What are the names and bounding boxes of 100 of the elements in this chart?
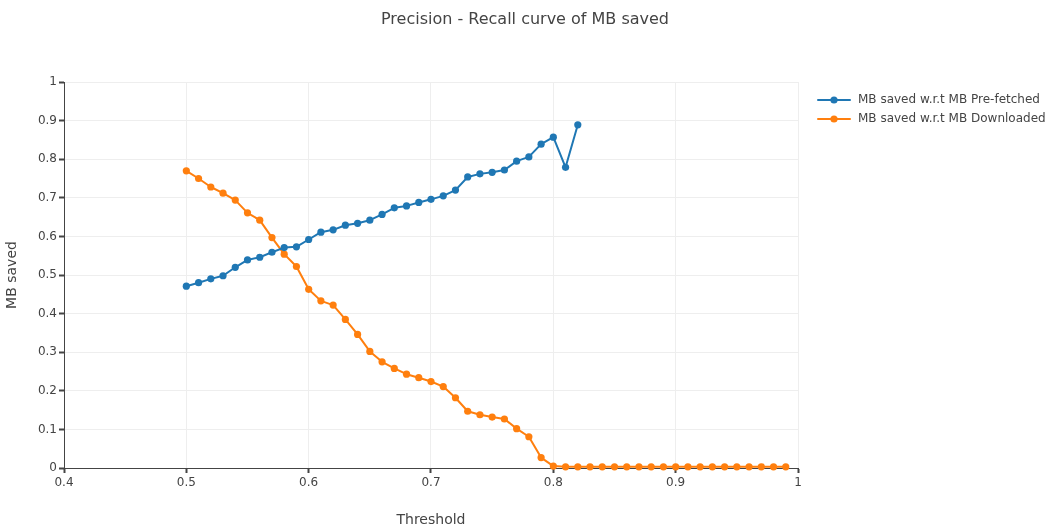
point — [305, 235, 313, 244]
point — [390, 204, 398, 212]
y-tick-label: 0.6 — [37, 228, 57, 243]
point — [684, 463, 692, 471]
point — [280, 243, 288, 252]
point — [219, 189, 227, 197]
y-axis-title: MB saved — [3, 241, 20, 309]
point — [317, 297, 325, 305]
y-tick-label: 1 — [49, 74, 57, 89]
point — [268, 248, 276, 256]
point — [329, 301, 337, 309]
point — [427, 377, 435, 386]
chart-title: Precision - Recall curve of MB saved — [380, 9, 670, 29]
point — [415, 374, 423, 382]
point — [488, 413, 496, 421]
point — [488, 168, 496, 176]
point — [194, 279, 203, 287]
point — [451, 186, 460, 194]
point — [231, 263, 239, 271]
point — [476, 170, 484, 178]
point — [598, 463, 606, 471]
point — [513, 425, 521, 433]
point — [561, 463, 570, 471]
point — [243, 256, 252, 264]
point — [574, 121, 582, 129]
x-tick-label: 0.7 — [421, 475, 441, 490]
legend-label: MB saved w.r.t MB Downloaded — [858, 111, 1046, 126]
point — [415, 198, 423, 207]
point — [659, 463, 668, 471]
x-axis-title: Threshold — [395, 511, 466, 528]
point — [782, 463, 790, 471]
point — [354, 330, 362, 339]
point — [182, 282, 190, 290]
point — [402, 370, 411, 378]
point — [537, 140, 545, 148]
x-tick-label: 0.8 — [543, 475, 563, 490]
point — [623, 463, 631, 471]
point — [464, 407, 472, 415]
point — [268, 233, 276, 242]
x-tick-label: 0.6 — [299, 475, 319, 490]
point — [500, 166, 508, 174]
point — [243, 209, 252, 217]
legend-label: MB saved w.r.t MB Pre-fetched — [858, 92, 1040, 107]
point — [231, 196, 239, 204]
point — [696, 463, 704, 471]
y-tick-label: 0.2 — [37, 382, 57, 397]
point — [500, 415, 508, 423]
point — [280, 250, 288, 258]
point — [182, 167, 190, 175]
point — [525, 433, 533, 441]
point — [390, 364, 398, 373]
point — [721, 463, 729, 471]
point — [378, 358, 386, 366]
y-tick-label: 0 — [49, 460, 57, 475]
point — [292, 262, 301, 271]
point — [329, 226, 337, 234]
point — [341, 315, 349, 323]
point — [672, 463, 680, 471]
point — [451, 394, 460, 402]
point — [549, 462, 557, 470]
point — [647, 463, 655, 471]
point — [537, 453, 545, 462]
point — [317, 228, 325, 236]
point — [525, 153, 533, 161]
point — [464, 173, 472, 181]
point — [586, 463, 594, 471]
point — [439, 382, 447, 391]
y-tick-label: 0.9 — [37, 112, 57, 127]
y-tick-label: 0.3 — [37, 344, 57, 359]
point — [219, 272, 227, 280]
point — [207, 183, 215, 191]
point — [366, 347, 374, 356]
point — [513, 157, 521, 165]
point — [635, 463, 643, 471]
point — [708, 463, 716, 471]
x-tick-label: 0.5 — [176, 475, 196, 490]
point — [427, 195, 435, 203]
y-tick-label: 0.8 — [37, 151, 57, 166]
point — [256, 253, 264, 261]
y-tick-label: 0.4 — [37, 305, 57, 320]
point — [561, 163, 570, 171]
point — [439, 192, 447, 200]
y-tick-label: 0.7 — [37, 189, 57, 204]
point — [194, 174, 203, 183]
point — [402, 202, 411, 210]
point — [769, 463, 778, 471]
point — [610, 463, 619, 471]
point — [366, 216, 374, 224]
point — [476, 411, 484, 419]
point — [207, 275, 215, 283]
point — [305, 285, 313, 293]
x-tick-label: 1 — [794, 475, 802, 490]
point — [341, 221, 349, 229]
y-tick-label: 0.1 — [37, 421, 57, 436]
point — [256, 216, 264, 224]
point — [574, 463, 582, 471]
point — [354, 219, 362, 227]
point — [757, 463, 765, 471]
point — [378, 210, 386, 218]
point — [733, 463, 741, 471]
